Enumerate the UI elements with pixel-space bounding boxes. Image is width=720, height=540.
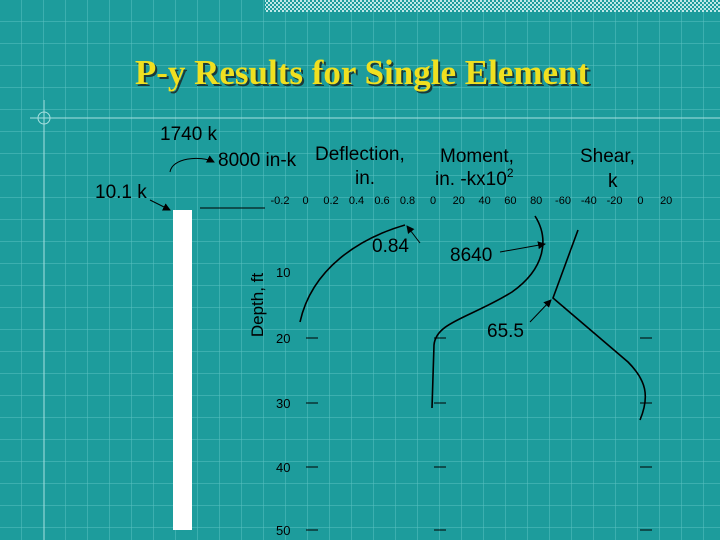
tick-label: 60 xyxy=(504,195,516,207)
deflection-ticks: -0.2 0 0.2 0.4 0.6 0.8 xyxy=(271,195,416,207)
header-strip xyxy=(265,0,720,12)
rule-mark xyxy=(37,111,51,125)
tick-label: 80 xyxy=(530,195,542,207)
moment-load: 8000 in-k xyxy=(218,150,297,171)
tick-label: 0.6 xyxy=(374,195,389,207)
tick-label: -20 xyxy=(607,195,623,207)
tick-label: 0.2 xyxy=(323,195,338,207)
tick-label: -40 xyxy=(581,195,597,207)
deflection-curve xyxy=(299,224,406,323)
moment-ticks: 0 20 40 60 80 xyxy=(430,195,542,207)
shear-arrow xyxy=(149,199,171,211)
peak-arrow xyxy=(406,225,421,244)
depth-tick-label: 20 xyxy=(276,331,290,346)
shear-label: k xyxy=(608,171,618,192)
shear-ticks: -60 -40 -20 0 20 xyxy=(555,195,672,207)
title-shadow: P-y Results for Single Element xyxy=(137,55,592,94)
axial-load: 1740 k xyxy=(160,124,218,145)
tick-label: 20 xyxy=(660,195,672,207)
tick-label: 0.8 xyxy=(400,195,415,207)
depth-tick-label: 10 xyxy=(276,265,290,280)
tick-label: 0.4 xyxy=(349,195,364,207)
tick-label: 0 xyxy=(637,195,643,207)
tick-label: -0.2 xyxy=(271,195,290,207)
title: P-y Results for Single Element xyxy=(135,53,590,92)
shear-label: Shear, xyxy=(580,146,635,167)
depth-tick-label: 50 xyxy=(276,523,290,538)
moment-arrow xyxy=(169,155,215,173)
shear-curve xyxy=(552,229,647,421)
shear-peak: 65.5 xyxy=(487,321,524,342)
tick-label: 0 xyxy=(302,195,308,207)
deflection-peak: 0.84 xyxy=(372,236,409,257)
deflection-label: Deflection, xyxy=(315,144,405,165)
deflection-label: in. xyxy=(355,168,375,189)
depth-label: Depth, ft xyxy=(248,273,267,338)
tick-label: -60 xyxy=(555,195,571,207)
tick-label: 40 xyxy=(478,195,490,207)
moment-label: in. -kx102 xyxy=(435,166,514,190)
moment-exponent: 2 xyxy=(507,166,514,180)
moment-curve xyxy=(431,215,544,409)
tick-label: 20 xyxy=(453,195,465,207)
peak-arrow xyxy=(529,299,552,323)
pile xyxy=(173,210,192,530)
moment-label: Moment, xyxy=(440,146,514,167)
tick-label: 0 xyxy=(430,195,436,207)
depth-ticks: 10 20 30 40 50 xyxy=(276,265,652,538)
moment-label-text: in. -kx10 xyxy=(435,169,507,190)
depth-tick-label: 30 xyxy=(276,396,290,411)
depth-tick-label: 40 xyxy=(276,460,290,475)
shear-load: 10.1 k xyxy=(95,182,147,203)
moment-peak: 8640 xyxy=(450,245,492,266)
peak-arrow xyxy=(499,241,546,253)
